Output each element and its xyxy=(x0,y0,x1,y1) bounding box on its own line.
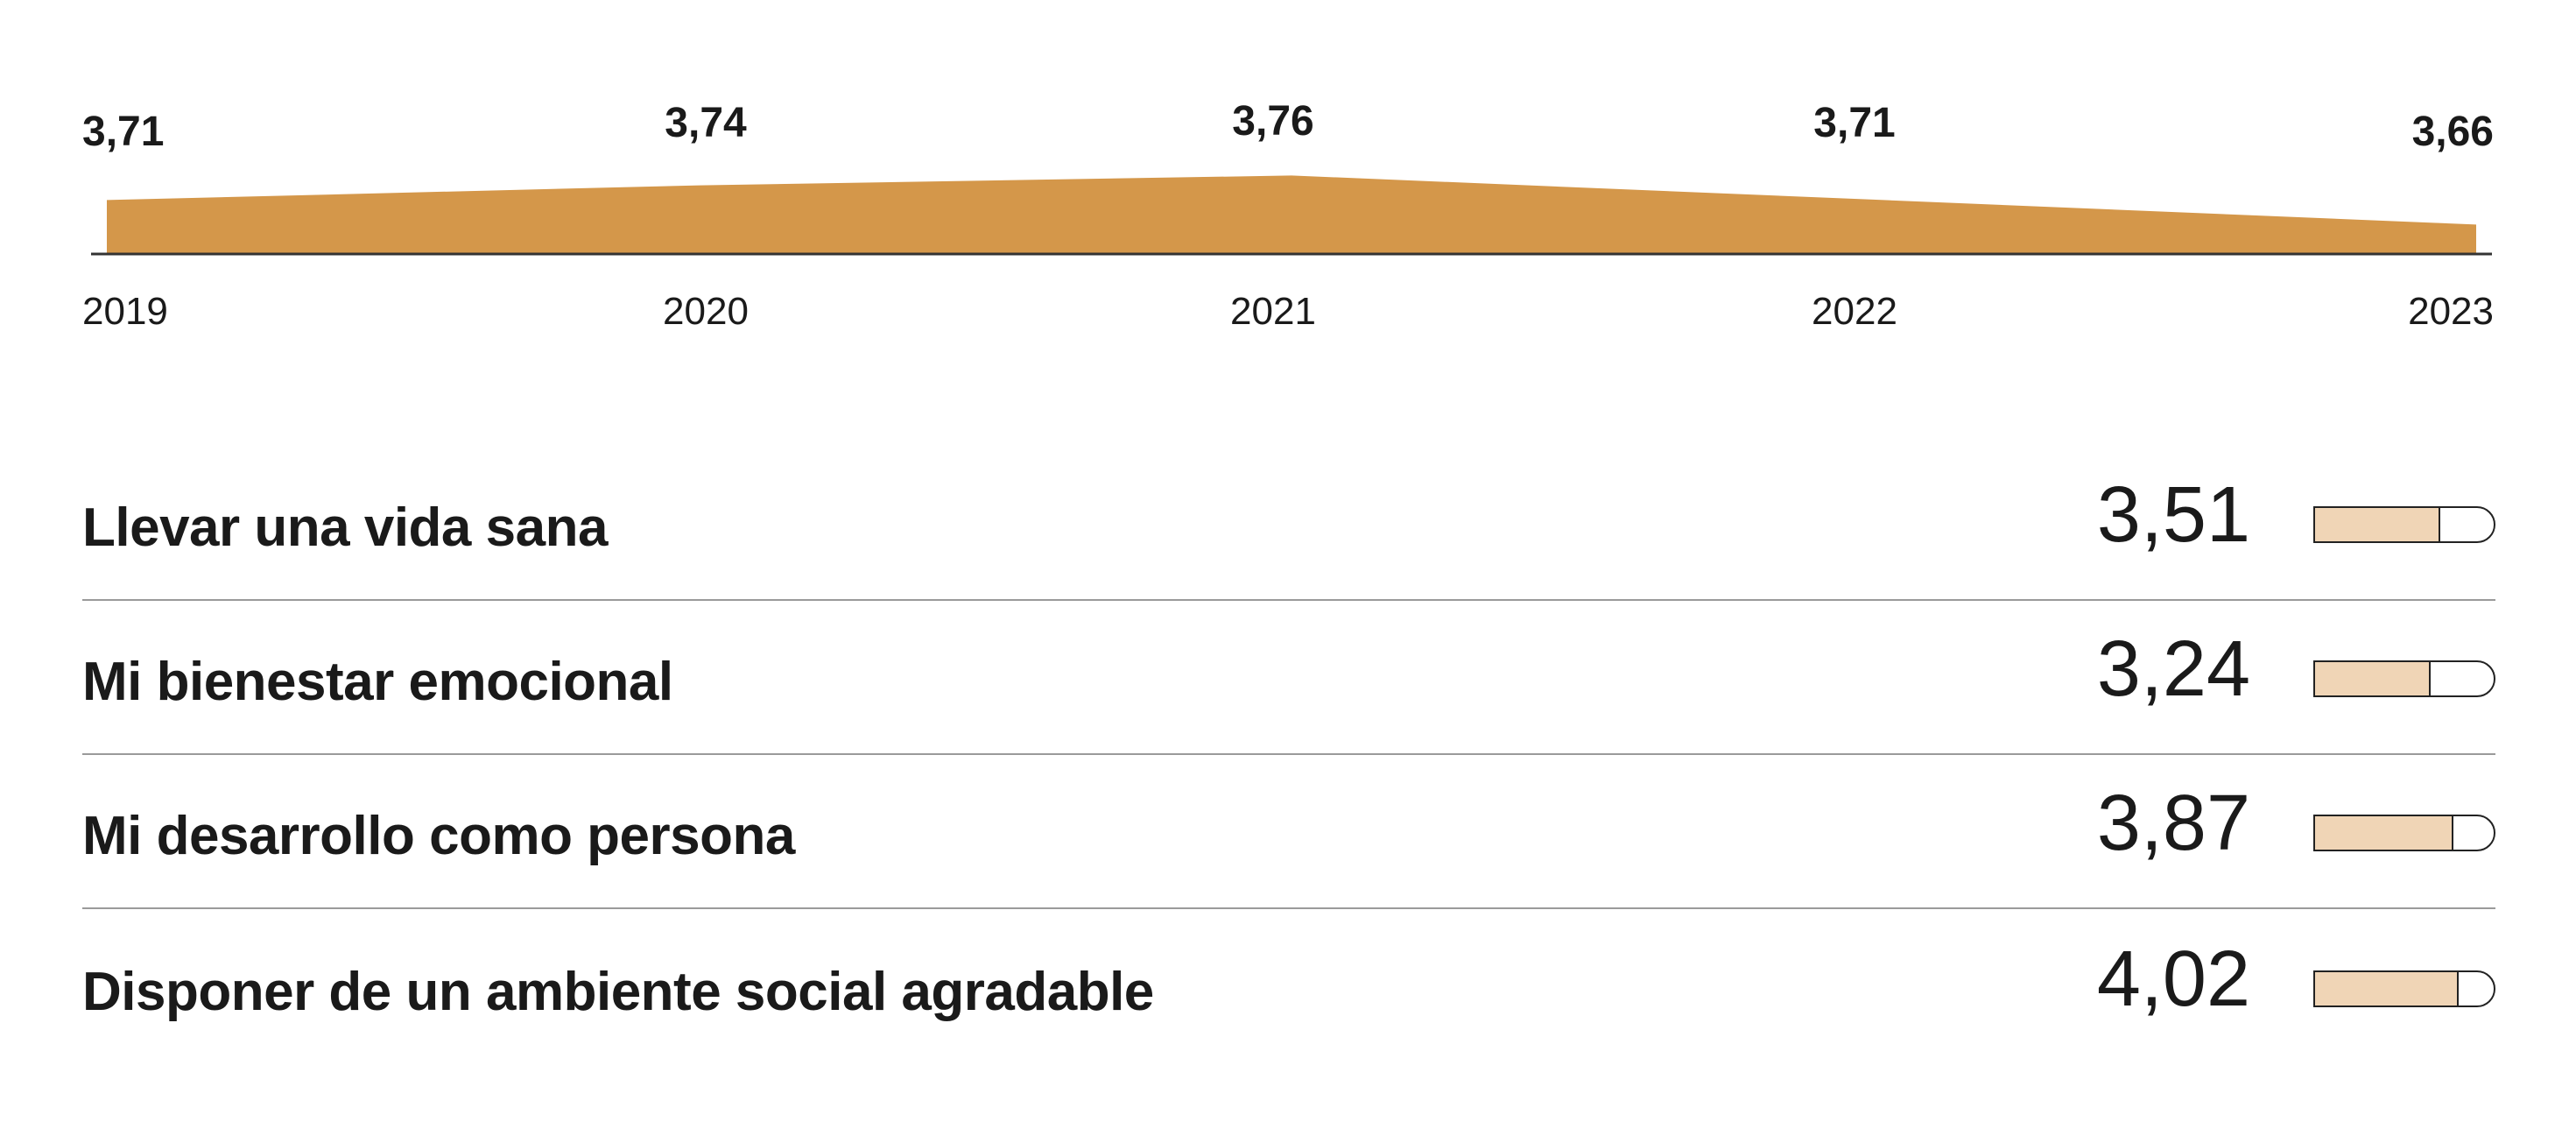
x-tick-label: 2023 xyxy=(2408,290,2494,333)
indicator-list: Llevar una vida sana 3,51 Mi bienestar emo… xyxy=(82,447,2495,1063)
indicator-bar-fill xyxy=(2315,816,2453,850)
area-series xyxy=(107,175,2476,254)
area-chart: 3,71 3,74 3,76 3,71 3,66 2019 2020 2021 2022 202… xyxy=(82,98,2494,333)
indicator-bar xyxy=(2313,970,2495,1007)
indicator-bar xyxy=(2313,660,2495,697)
indicator-label: Disponer de un ambiente social agradable xyxy=(82,962,1154,1022)
indicator-label: Mi bienestar emocional xyxy=(82,652,673,712)
data-label: 3,66 xyxy=(2412,109,2494,155)
x-tick-label: 2022 xyxy=(1812,290,1897,333)
x-tick-label: 2019 xyxy=(82,290,168,333)
indicator-bar-fill xyxy=(2315,662,2432,695)
x-tick-label: 2021 xyxy=(1230,290,1316,333)
indicator-bar xyxy=(2313,506,2495,543)
indicator-row: Disponer de un ambiente social agradable… xyxy=(82,909,2495,1063)
x-tick-label: 2020 xyxy=(663,290,749,333)
indicator-value: 3,87 xyxy=(2096,780,2250,867)
indicator-value: 3,51 xyxy=(2096,471,2250,559)
indicator-row: Mi bienestar emocional 3,24 xyxy=(82,601,2495,755)
indicator-bar xyxy=(2313,815,2495,851)
indicator-bar-fill xyxy=(2315,508,2441,541)
indicator-bar-fill xyxy=(2315,972,2460,1005)
indicator-label: Llevar una vida sana xyxy=(82,497,608,558)
data-label: 3,71 xyxy=(82,109,164,155)
indicator-value: 3,24 xyxy=(2096,625,2250,713)
data-label: 3,74 xyxy=(665,100,747,146)
data-label: 3,71 xyxy=(1813,100,1895,146)
indicator-row: Mi desarrollo como persona 3,87 xyxy=(82,755,2495,909)
indicator-value: 4,02 xyxy=(2096,935,2250,1023)
data-label: 3,76 xyxy=(1232,98,1313,145)
indicator-label: Mi desarrollo como persona xyxy=(82,806,795,866)
indicator-row: Llevar una vida sana 3,51 xyxy=(82,447,2495,601)
